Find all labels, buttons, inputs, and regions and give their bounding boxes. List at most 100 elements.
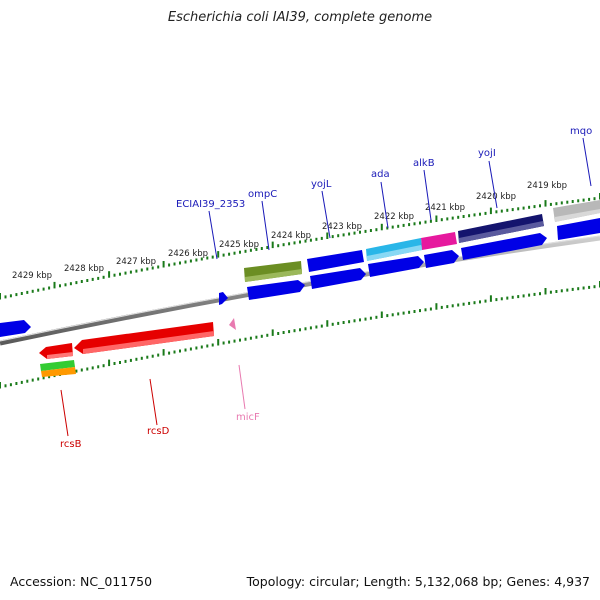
kbp-label: 2425 kbp <box>219 240 259 250</box>
minor-tick <box>539 292 541 296</box>
kbp-label: 2421 kbp <box>425 203 465 213</box>
minor-tick <box>124 359 127 363</box>
gene-label-rcsB[interactable]: rcsB <box>60 439 82 450</box>
minor-tick <box>102 275 105 279</box>
minor-tick <box>113 273 116 277</box>
major-tick <box>108 271 111 278</box>
minor-tick <box>255 247 258 251</box>
minor-tick <box>119 361 121 364</box>
major-tick <box>326 232 329 239</box>
minor-tick <box>522 206 525 210</box>
minor-tick <box>200 257 203 261</box>
minor-tick <box>244 249 247 253</box>
gene-label-yojI[interactable]: yojI <box>478 148 496 159</box>
accession-text: Accession: NC_011750 <box>10 574 153 589</box>
major-tick <box>0 293 1 300</box>
leader-micF <box>238 364 246 410</box>
major-tick <box>326 320 329 327</box>
minor-tick <box>473 301 476 305</box>
minor-tick <box>288 330 291 334</box>
minor-tick <box>539 204 541 208</box>
minor-tick <box>320 324 323 328</box>
minor-tick <box>517 295 520 299</box>
minor-tick <box>468 301 471 305</box>
cog-feature-gray-shade <box>555 209 600 222</box>
minor-tick <box>239 338 241 342</box>
gene-label-rcsD[interactable]: rcsD <box>147 426 170 437</box>
minor-tick <box>369 316 372 320</box>
minor-tick <box>37 288 40 292</box>
minor-tick <box>266 333 269 337</box>
minor-tick <box>451 216 454 220</box>
gene-label-ada[interactable]: ada <box>371 169 390 180</box>
minor-tick <box>4 295 7 299</box>
gene-label-ECIAI39_2353[interactable]: ECIAI39_2353 <box>176 199 245 210</box>
forward-gene-arrow <box>307 250 364 272</box>
minor-tick <box>293 329 296 333</box>
minor-tick <box>479 300 481 304</box>
major-tick <box>544 288 547 295</box>
minor-tick <box>386 226 389 230</box>
minor-tick <box>549 290 552 294</box>
minor-tick <box>331 235 334 239</box>
minor-tick <box>146 355 149 359</box>
minor-tick <box>511 295 514 299</box>
major-tick <box>0 382 1 389</box>
minor-tick <box>582 198 585 202</box>
inner-tick-track <box>0 281 600 389</box>
forward-gene-arrow <box>424 250 459 268</box>
cog-feature-navy-shade <box>459 221 544 243</box>
minor-tick <box>440 218 443 222</box>
minor-tick <box>260 334 263 338</box>
minor-tick <box>48 375 51 379</box>
minor-tick <box>533 292 536 296</box>
forward-gene-arrow <box>310 268 366 289</box>
minor-tick <box>402 311 405 315</box>
minor-tick <box>555 290 558 293</box>
cog-features-upper <box>244 200 600 282</box>
minor-tick <box>91 277 94 281</box>
kbp-label: 2426 kbp <box>168 249 208 259</box>
cog-feature-magenta <box>421 232 457 250</box>
minor-tick <box>97 365 100 369</box>
minor-tick <box>309 238 312 242</box>
major-tick <box>489 295 492 302</box>
gene-label-alkB[interactable]: alkB <box>413 158 435 169</box>
minor-tick <box>320 236 323 240</box>
cog-feature-olive-shade <box>245 269 302 282</box>
gene-label-ompC[interactable]: ompC <box>248 189 277 200</box>
gene-label-micF[interactable]: micF <box>236 412 260 423</box>
minor-tick <box>359 230 361 234</box>
leader-ECIAI39_2353 <box>208 210 218 260</box>
minor-tick <box>299 240 301 244</box>
minor-tick <box>419 309 421 313</box>
minor-tick <box>97 276 100 280</box>
minor-tick <box>500 209 503 213</box>
minor-tick <box>375 228 378 232</box>
minor-tick <box>64 283 67 287</box>
outer-tick-track <box>0 193 600 300</box>
minor-tick <box>157 265 160 269</box>
minor-tick <box>146 267 149 271</box>
minor-tick <box>80 368 83 372</box>
minor-tick <box>369 229 372 232</box>
minor-tick <box>119 272 121 276</box>
minor-tick <box>506 208 509 212</box>
major-tick <box>217 251 220 258</box>
minor-tick <box>462 302 465 306</box>
minor-tick <box>233 339 236 343</box>
minor-tick <box>446 305 449 309</box>
minor-tick <box>206 256 209 260</box>
minor-tick <box>168 263 171 267</box>
gene-label-mqo[interactable]: mqo <box>570 126 592 137</box>
minor-tick <box>80 280 83 283</box>
minor-tick <box>260 247 263 250</box>
gene-label-yojL[interactable]: yojL <box>311 179 332 190</box>
minor-tick <box>222 253 225 257</box>
minor-tick <box>424 308 427 312</box>
minor-tick <box>75 369 78 373</box>
minor-tick <box>277 332 280 335</box>
kbp-label: 2423 kbp <box>322 222 362 232</box>
minor-tick <box>468 214 471 218</box>
minor-tick <box>173 350 176 354</box>
